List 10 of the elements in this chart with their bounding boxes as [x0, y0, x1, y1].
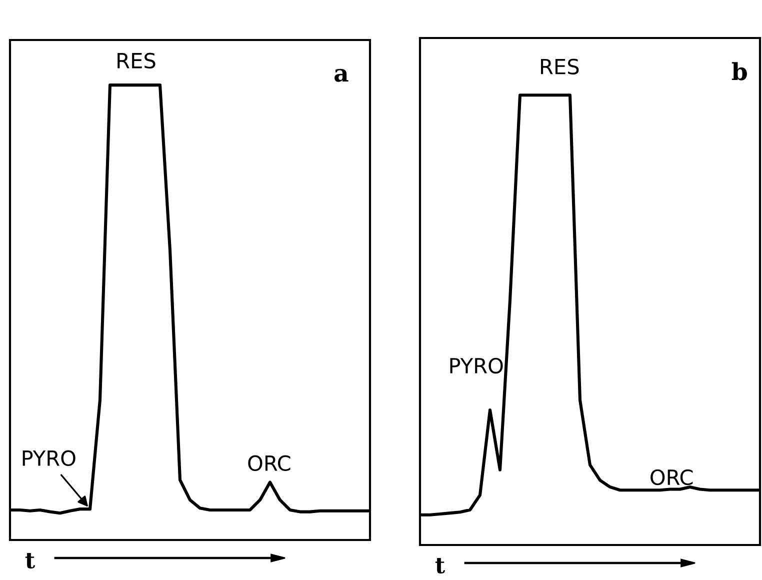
x-axis-title: t [435, 558, 446, 574]
annotation: PYRO [450, 358, 503, 374]
chart-title: b [732, 62, 747, 80]
chart-title: a [334, 68, 348, 82]
x-axis-title: t [25, 553, 36, 568]
text: RES [118, 52, 156, 69]
text: RES [541, 58, 579, 74]
annotation: ORC [650, 469, 693, 486]
annotation: PYRO [22, 450, 76, 466]
annotation: ORC [248, 455, 290, 472]
